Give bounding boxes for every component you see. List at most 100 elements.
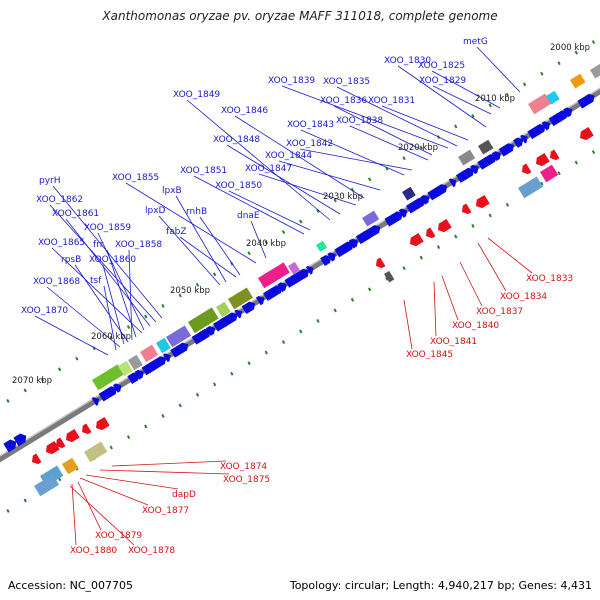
gene-label: XOO_1840 <box>452 321 499 331</box>
leader-line <box>158 215 221 286</box>
scale-label: 2050 kbp <box>170 286 210 296</box>
forward-gene-arrow <box>448 178 457 188</box>
scale-label: 2000 kbp <box>550 43 590 53</box>
gene-label: XOO_1868 <box>33 277 80 287</box>
tick-mark <box>350 297 355 302</box>
forward-gene-arrow <box>91 397 100 406</box>
tick-mark <box>591 150 596 155</box>
tick-mark <box>144 314 148 319</box>
tick-mark <box>299 329 303 334</box>
gene-label: XOO_1850 <box>215 181 262 191</box>
scale-label: 2010 kbp <box>475 94 515 104</box>
tick-mark <box>471 223 475 228</box>
forward-gene-arrow <box>398 208 408 218</box>
leader-line <box>250 220 267 259</box>
gene-label: XOO_1862 <box>36 195 83 205</box>
tick-mark <box>230 371 234 376</box>
reverse-gene-arrow <box>56 437 66 449</box>
forward-gene-arrow <box>584 93 595 105</box>
tick-mark <box>6 508 10 513</box>
tick-mark <box>591 40 596 45</box>
forward-gene-arrow <box>234 309 242 319</box>
leader-line <box>179 236 237 278</box>
forward-gene-arrow <box>163 353 171 363</box>
tick-mark <box>505 92 510 97</box>
tick-mark <box>6 398 10 403</box>
forward-gene-arrow <box>327 252 336 262</box>
gene-label: XOO_1879 <box>95 531 142 541</box>
tick-mark <box>522 82 527 87</box>
tick-mark <box>281 230 286 235</box>
leader-line <box>226 144 341 215</box>
tick-mark <box>471 113 475 118</box>
scale-label: 2060 kbp <box>91 332 131 342</box>
feature-block <box>315 240 328 252</box>
tick-mark <box>23 388 27 393</box>
forward-gene-arrow <box>3 439 17 453</box>
forward-gene-arrow <box>491 151 501 162</box>
leader-line <box>487 237 533 274</box>
tick-mark <box>574 160 578 165</box>
leader-line <box>228 190 311 231</box>
tick-mark <box>195 282 200 287</box>
leader-line <box>51 247 143 334</box>
tick-mark <box>419 255 423 260</box>
forward-gene-arrow <box>127 372 140 384</box>
tick-mark <box>126 435 131 440</box>
tick-mark <box>75 356 79 361</box>
gene-label: XOO_1843 <box>287 120 334 130</box>
gene-label: XOO_1861 <box>52 209 99 219</box>
forward-gene-arrow <box>105 386 117 398</box>
gene-label: XOO_1848 <box>213 135 260 145</box>
tick-mark <box>333 198 337 203</box>
feature-block <box>215 301 231 318</box>
reverse-gene-arrow <box>550 149 560 161</box>
leader-line <box>278 160 381 191</box>
forward-gene-arrow <box>513 137 524 148</box>
tick-mark <box>333 308 337 313</box>
feature-block <box>528 93 552 115</box>
forward-gene-arrow <box>555 110 568 122</box>
leader-line <box>34 315 109 356</box>
gene-label: XOO_1834 <box>500 292 547 302</box>
gene-label: XOO_1831 <box>368 96 415 106</box>
tick-mark <box>212 382 217 387</box>
gene-label: lpxB <box>162 186 182 196</box>
gene-arrows <box>3 93 595 465</box>
gene-label: metG <box>463 37 488 47</box>
label-leaders <box>34 46 533 546</box>
gene-label: fabZ <box>166 227 187 237</box>
feature-block <box>458 149 476 166</box>
reverse-gene-arrow <box>66 428 80 443</box>
forward-gene-arrow <box>348 238 358 249</box>
tick-mark <box>419 145 423 150</box>
tick-mark <box>281 340 286 345</box>
reverse-gene-arrow <box>376 257 386 269</box>
tick-mark <box>505 202 510 207</box>
forward-gene-arrow <box>341 241 354 253</box>
page-title: Xanthomonas oryzae pv. oryzae MAFF 31101… <box>102 9 498 23</box>
tick-mark <box>367 177 372 182</box>
feature-block <box>258 262 290 289</box>
gene-label: XOO_1830 <box>384 56 431 66</box>
forward-gene-arrow <box>205 326 216 336</box>
leader-line <box>199 216 241 276</box>
tick-mark <box>161 413 165 418</box>
tick-mark <box>109 445 113 450</box>
gene-label: pyrH <box>39 176 61 186</box>
leader-line <box>79 477 149 506</box>
reverse-gene-arrow <box>410 232 424 247</box>
gene-label: XOO_1835 <box>323 77 370 87</box>
tick-mark <box>178 403 182 408</box>
gene-label: rnhB <box>186 207 207 217</box>
leader-line <box>234 115 365 199</box>
leader-line <box>381 105 469 141</box>
gene-label: XOO_1837 <box>476 307 523 317</box>
gene-label: XOO_1839 <box>268 76 315 86</box>
tick-mark <box>144 424 148 429</box>
gene-label: XOO_1855 <box>112 173 159 183</box>
tick-mark <box>161 303 165 308</box>
feature-block <box>62 457 79 475</box>
